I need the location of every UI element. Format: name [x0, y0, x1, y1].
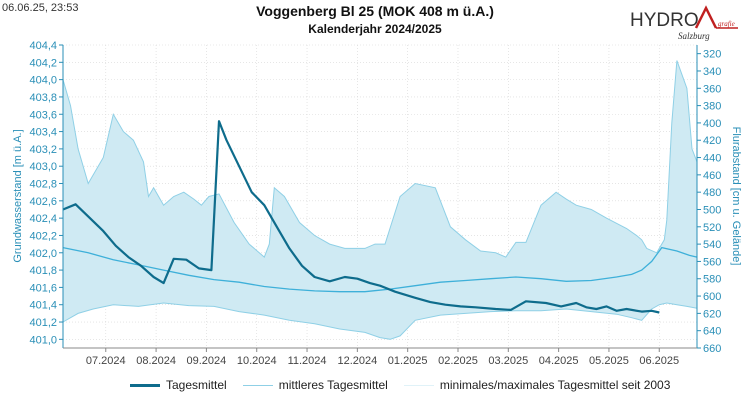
y2-tick-label: 380 — [703, 101, 721, 113]
x-tick-label: 12.2024 — [337, 355, 377, 367]
x-tick-label: 11.2024 — [288, 355, 327, 367]
y-tick-label: 404,2 — [29, 57, 57, 69]
x-tick-label: 03.2025 — [488, 355, 528, 367]
x-tick-label: 08.2024 — [136, 355, 176, 367]
x-tick-label: 07.2024 — [86, 355, 126, 367]
y2-tick-label: 400 — [703, 118, 721, 130]
chart-title: Voggenberg Bl 25 (MOK 408 m ü.A.) — [256, 3, 494, 19]
y2-tick-label: 620 — [703, 308, 721, 320]
y-tick-label: 404,4 — [29, 40, 57, 52]
x-tick-label: 06.2025 — [639, 355, 679, 367]
y-tick-label: 402,6 — [29, 196, 57, 208]
x-tick-label: 09.2024 — [187, 355, 227, 367]
y2-tick-label: 320 — [703, 49, 721, 61]
x-tick-label: 02.2025 — [438, 355, 478, 367]
y-tick-label: 404,0 — [29, 75, 57, 87]
chart-subtitle: Kalenderjahr 2024/2025 — [308, 22, 442, 36]
y2-tick-label: 360 — [703, 83, 721, 95]
y-tick-label: 402,4 — [29, 213, 57, 225]
series-mittleres-tagesmittel — [62, 246, 698, 293]
y2-tick-label: 460 — [703, 170, 721, 182]
legend-swatch-band — [403, 384, 434, 386]
y2-tick-label: 480 — [703, 187, 721, 199]
x-tick-label: 10.2024 — [237, 355, 277, 367]
logo-peak-mark — [694, 5, 718, 29]
band-max-line — [62, 60, 698, 258]
y-tick-label: 403,0 — [29, 161, 57, 173]
y-tick-label: 401,4 — [29, 300, 57, 312]
legend-item-band: minimales/maximales Tagesmittel seit 200… — [403, 378, 671, 392]
y-tick-label: 403,2 — [29, 144, 57, 156]
series-lines — [62, 120, 698, 314]
timestamp: 06.06.25, 23:53 — [2, 2, 79, 14]
y-tick-label: 402,2 — [29, 230, 57, 242]
y-tick-label: 401,0 — [29, 334, 57, 346]
y-tick-label: 402,8 — [29, 179, 57, 191]
y-tick-label: 401,6 — [29, 282, 57, 294]
y-axis-left-ticks: 401,0 401,2 401,4 401,6 401,8 402,0 402,2 402,4… — [29, 40, 63, 346]
y-tick-label: 401,8 — [29, 265, 57, 277]
legend-swatch-mittleres — [242, 384, 273, 386]
y-axis-right-ticks: 320 340 360 380 400 420 440 460 480 500 520 540 560 5… — [697, 49, 721, 355]
y2-tick-label: 640 — [703, 326, 721, 338]
hydrografie-logo: HYDRO grafie Salzburg — [628, 4, 740, 44]
legend-label-band: minimales/maximales Tagesmittel seit 200… — [439, 378, 671, 392]
y2-tick-label: 440 — [703, 153, 721, 165]
series-tagesmittel — [62, 120, 660, 314]
legend-item-mittleres: mittleres Tagesmittel — [242, 378, 388, 392]
y2-tick-label: 340 — [703, 66, 721, 78]
min-max-band — [62, 60, 698, 340]
band-area — [63, 60, 697, 340]
legend-label-tagesmittel: Tagesmittel — [166, 378, 227, 392]
y2-tick-label: 420 — [703, 135, 721, 147]
logo-sub-text: grafie — [718, 20, 735, 28]
legend-swatch-tagesmittel — [130, 383, 160, 387]
legend-item-tagesmittel: Tagesmittel — [130, 378, 227, 392]
y-tick-label: 402,0 — [29, 248, 57, 260]
y-tick-label: 403,8 — [29, 92, 57, 104]
y2-tick-label: 660 — [703, 343, 721, 355]
band-min-line — [62, 302, 698, 340]
y2-tick-label: 600 — [703, 291, 721, 303]
y-axis-label: Grundwasserstand [m ü.A.] — [12, 129, 24, 262]
y-tick-label: 403,4 — [29, 127, 57, 139]
x-tick-label: 04.2025 — [539, 355, 579, 367]
logo-region-text: Salzburg — [678, 31, 710, 41]
legend: Tagesmittel mittleres Tagesmittel minima… — [130, 378, 670, 392]
logo-main-text: HYDRO — [630, 10, 699, 31]
legend-label-mittleres: mittleres Tagesmittel — [278, 378, 388, 392]
y2-axis-label: Flurabstand [cm u. Gelände] — [730, 127, 742, 266]
y2-tick-label: 580 — [703, 274, 721, 286]
x-tick-label: 05.2025 — [589, 355, 629, 367]
y-tick-label: 401,2 — [29, 317, 57, 329]
y2-tick-label: 560 — [703, 256, 721, 268]
x-tick-label: 01.2025 — [388, 355, 428, 367]
axes — [62, 45, 698, 349]
x-axis-ticks: 07.2024 08.2024 09.2024 10.2024 11.2024 12.20… — [86, 348, 679, 367]
y2-tick-label: 500 — [703, 204, 721, 216]
y-tick-label: 403,6 — [29, 109, 57, 121]
y2-tick-label: 540 — [703, 239, 721, 251]
y2-tick-label: 520 — [703, 222, 721, 234]
